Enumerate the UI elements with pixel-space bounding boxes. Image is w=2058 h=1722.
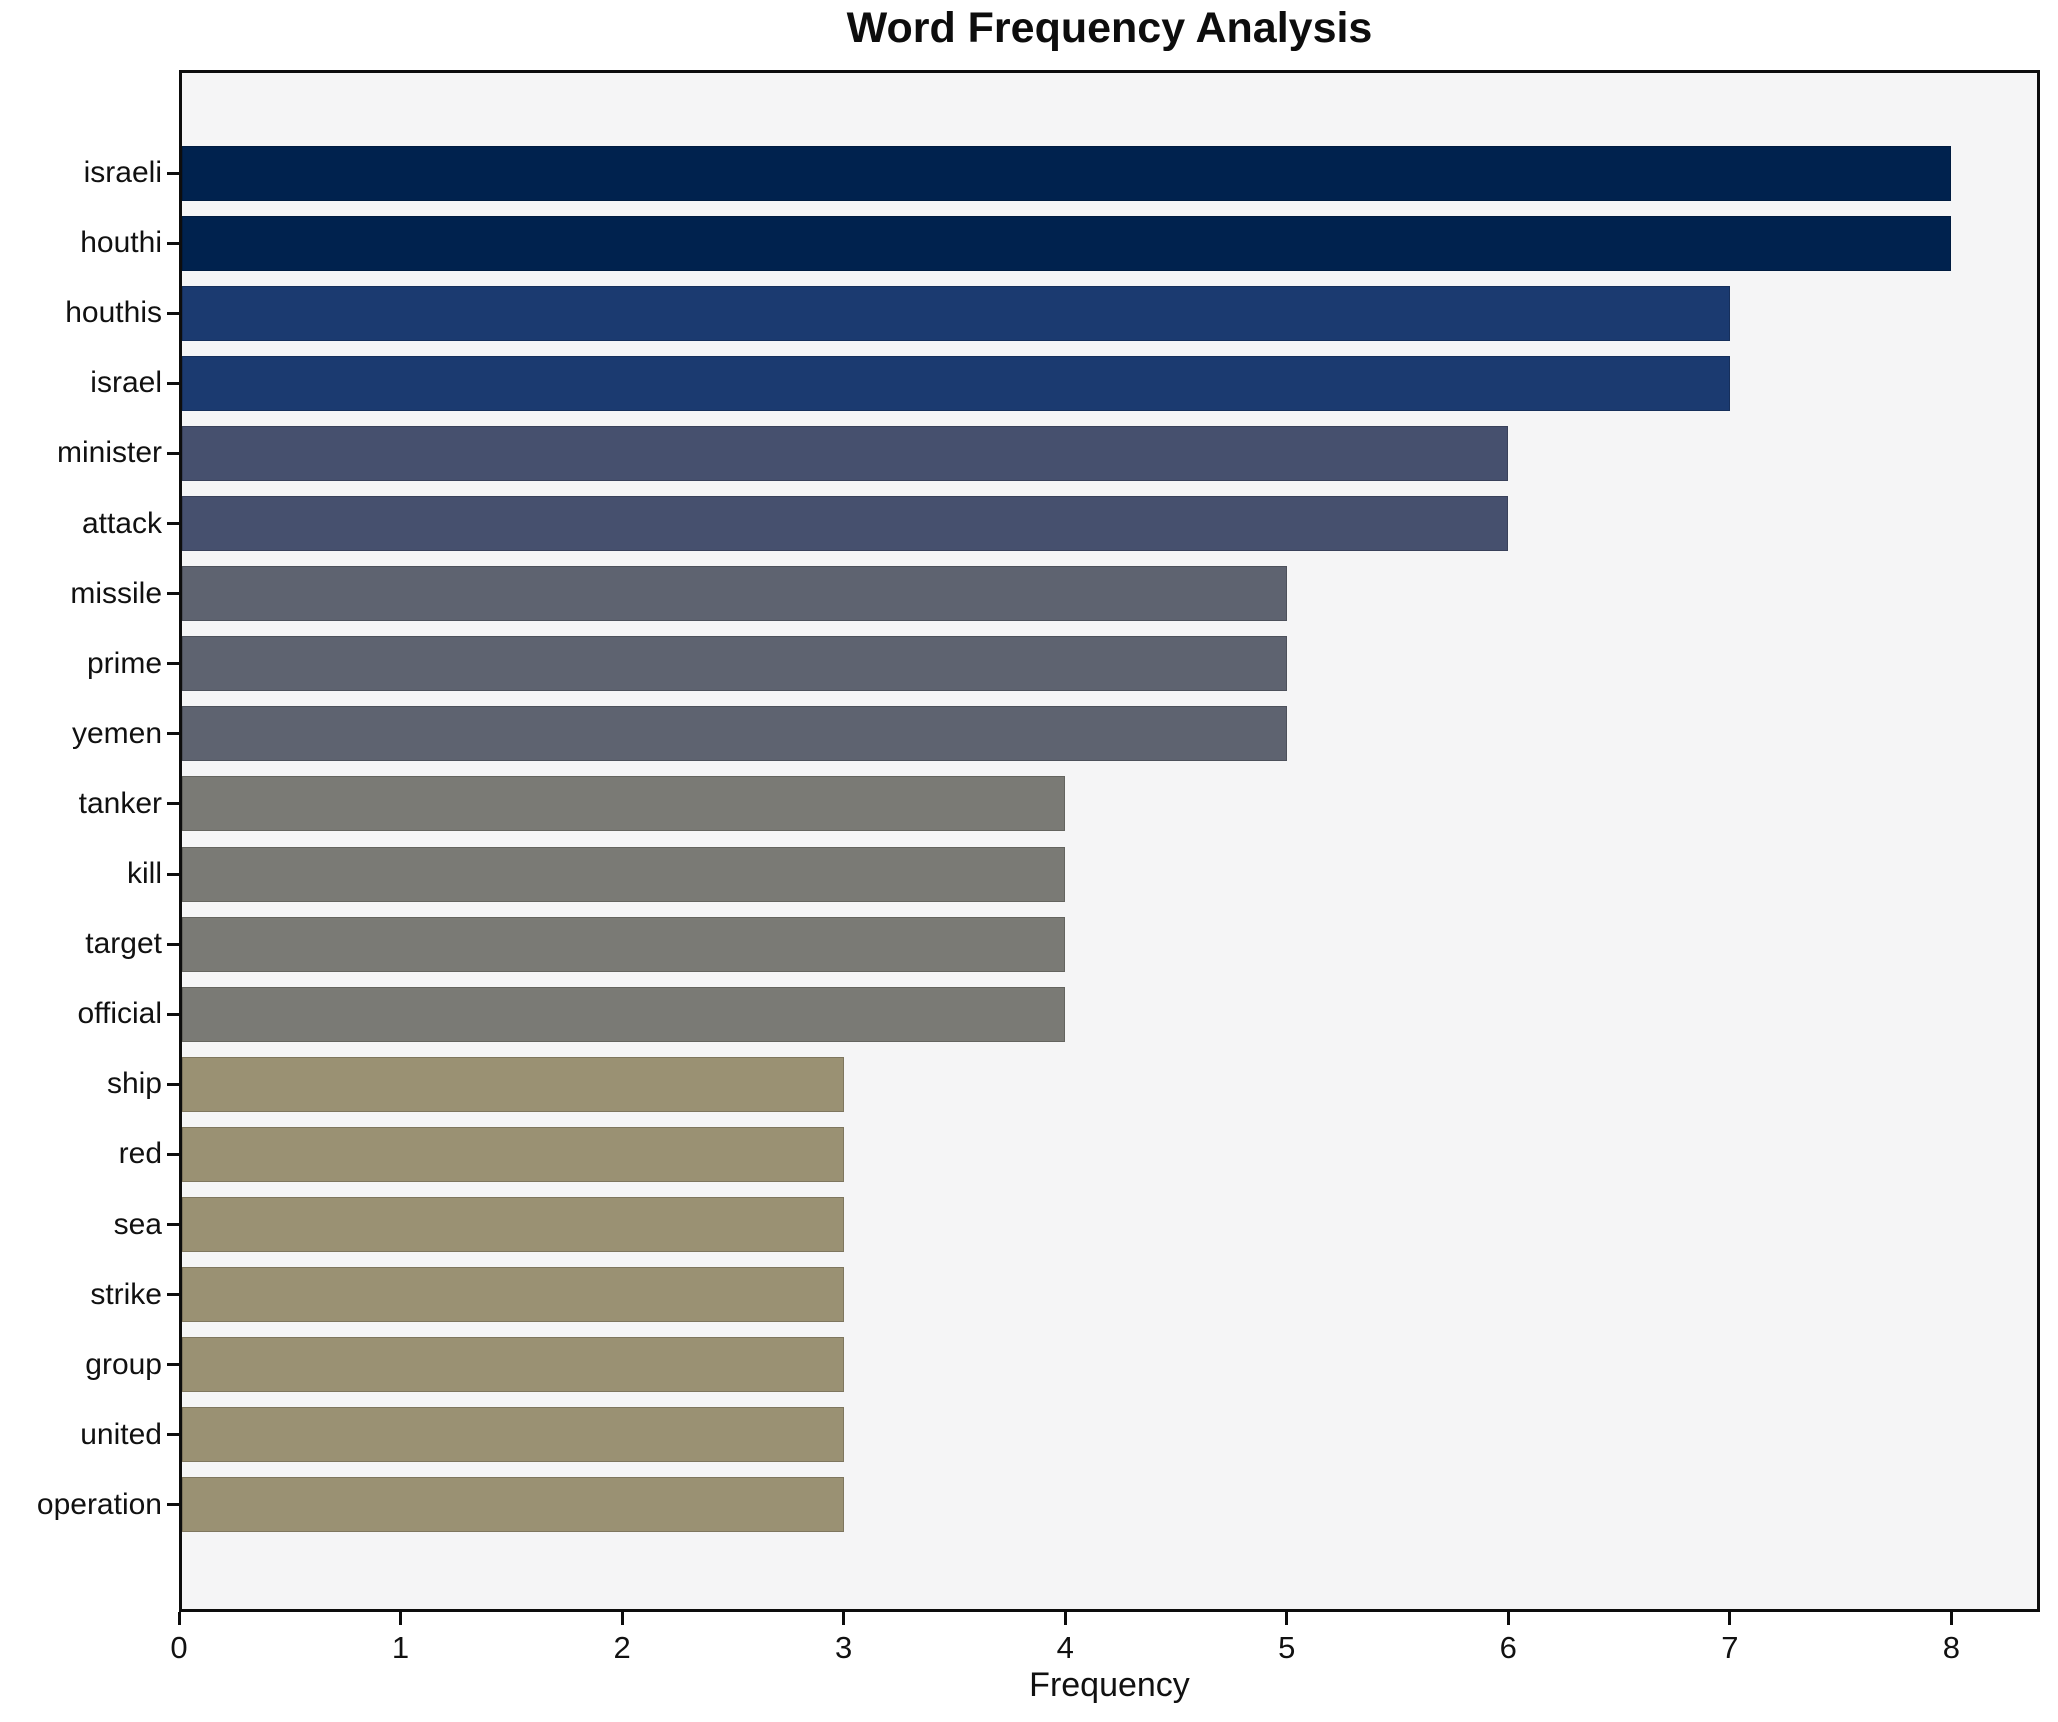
y-tick-label-target: target bbox=[85, 927, 162, 961]
x-tick-mark bbox=[1063, 1612, 1067, 1625]
y-tick-label-israeli: israeli bbox=[83, 156, 162, 190]
bar-strike bbox=[182, 1267, 844, 1323]
x-tick-mark bbox=[620, 1612, 624, 1625]
bar-israeli bbox=[182, 145, 1952, 201]
y-tick-mark bbox=[167, 592, 179, 596]
y-tick-mark bbox=[167, 522, 179, 526]
bar-israel bbox=[182, 355, 1730, 411]
x-tick-mark bbox=[842, 1612, 846, 1625]
bar-attack bbox=[182, 496, 1509, 552]
y-tick-mark bbox=[167, 1363, 179, 1367]
bar-yemen bbox=[182, 706, 1287, 762]
x-tick-label-2: 2 bbox=[613, 1630, 631, 1665]
y-tick-mark bbox=[167, 732, 179, 736]
y-tick-mark bbox=[167, 451, 179, 455]
y-tick-mark bbox=[167, 1082, 179, 1086]
y-tick-mark bbox=[167, 1433, 179, 1437]
y-tick-mark bbox=[167, 241, 179, 245]
x-tick-label-5: 5 bbox=[1278, 1630, 1296, 1665]
y-tick-label-israel: israel bbox=[90, 366, 162, 400]
y-tick-label-houthis: houthis bbox=[65, 296, 162, 330]
y-tick-mark bbox=[167, 1223, 179, 1227]
y-tick-mark bbox=[167, 1152, 179, 1156]
bar-missile bbox=[182, 566, 1287, 622]
x-tick-label-8: 8 bbox=[1942, 1630, 1960, 1665]
bar-operation bbox=[182, 1477, 844, 1533]
y-tick-label-minister: minister bbox=[56, 436, 162, 470]
x-tick-mark bbox=[399, 1612, 403, 1625]
bar-minister bbox=[182, 425, 1509, 481]
bar-target bbox=[182, 916, 1066, 972]
y-tick-mark bbox=[167, 802, 179, 806]
bar-official bbox=[182, 986, 1066, 1042]
y-tick-label-houthi: houthi bbox=[80, 226, 162, 260]
bar-houthi bbox=[182, 215, 1952, 271]
bar-ship bbox=[182, 1056, 844, 1112]
y-tick-mark bbox=[167, 942, 179, 946]
y-tick-mark bbox=[167, 1503, 179, 1507]
y-tick-mark bbox=[167, 311, 179, 315]
y-tick-mark bbox=[167, 171, 179, 175]
y-tick-label-ship: ship bbox=[106, 1067, 162, 1101]
x-tick-mark bbox=[1949, 1612, 1953, 1625]
chart-title: Word Frequency Analysis bbox=[846, 4, 1373, 52]
bar-red bbox=[182, 1126, 844, 1182]
x-tick-mark bbox=[1728, 1612, 1732, 1625]
y-tick-mark bbox=[167, 1012, 179, 1016]
y-tick-mark bbox=[167, 662, 179, 666]
y-tick-label-yemen: yemen bbox=[71, 716, 162, 750]
x-tick-label-3: 3 bbox=[835, 1630, 853, 1665]
bar-group bbox=[182, 1337, 844, 1393]
y-tick-label-sea: sea bbox=[113, 1207, 162, 1241]
y-tick-label-group: group bbox=[85, 1347, 162, 1381]
y-tick-label-strike: strike bbox=[90, 1277, 162, 1311]
bar-houthis bbox=[182, 285, 1730, 341]
y-tick-label-official: official bbox=[77, 997, 163, 1031]
y-tick-mark bbox=[167, 872, 179, 876]
y-tick-label-operation: operation bbox=[36, 1487, 162, 1521]
y-tick-label-united: united bbox=[80, 1417, 162, 1451]
x-tick-label-1: 1 bbox=[391, 1630, 410, 1665]
y-tick-label-attack: attack bbox=[81, 506, 162, 540]
y-tick-label-prime: prime bbox=[86, 646, 162, 680]
y-tick-mark bbox=[167, 381, 179, 385]
x-tick-mark bbox=[177, 1612, 181, 1625]
bar-kill bbox=[182, 846, 1066, 902]
y-tick-label-red: red bbox=[118, 1137, 162, 1171]
bar-united bbox=[182, 1407, 844, 1463]
x-tick-label-6: 6 bbox=[1499, 1630, 1517, 1665]
x-tick-label-0: 0 bbox=[170, 1630, 188, 1665]
bar-prime bbox=[182, 636, 1287, 692]
x-axis-label: Frequency bbox=[1029, 1666, 1190, 1704]
y-tick-label-tanker: tanker bbox=[78, 786, 162, 820]
y-tick-label-kill: kill bbox=[127, 857, 162, 891]
y-tick-mark bbox=[167, 1293, 179, 1297]
bar-sea bbox=[182, 1197, 844, 1253]
x-tick-mark bbox=[1285, 1612, 1289, 1625]
x-tick-label-4: 4 bbox=[1056, 1630, 1074, 1665]
bar-tanker bbox=[182, 776, 1066, 832]
y-tick-label-missile: missile bbox=[70, 576, 162, 610]
x-tick-label-7: 7 bbox=[1721, 1630, 1739, 1665]
x-tick-mark bbox=[1506, 1612, 1510, 1625]
